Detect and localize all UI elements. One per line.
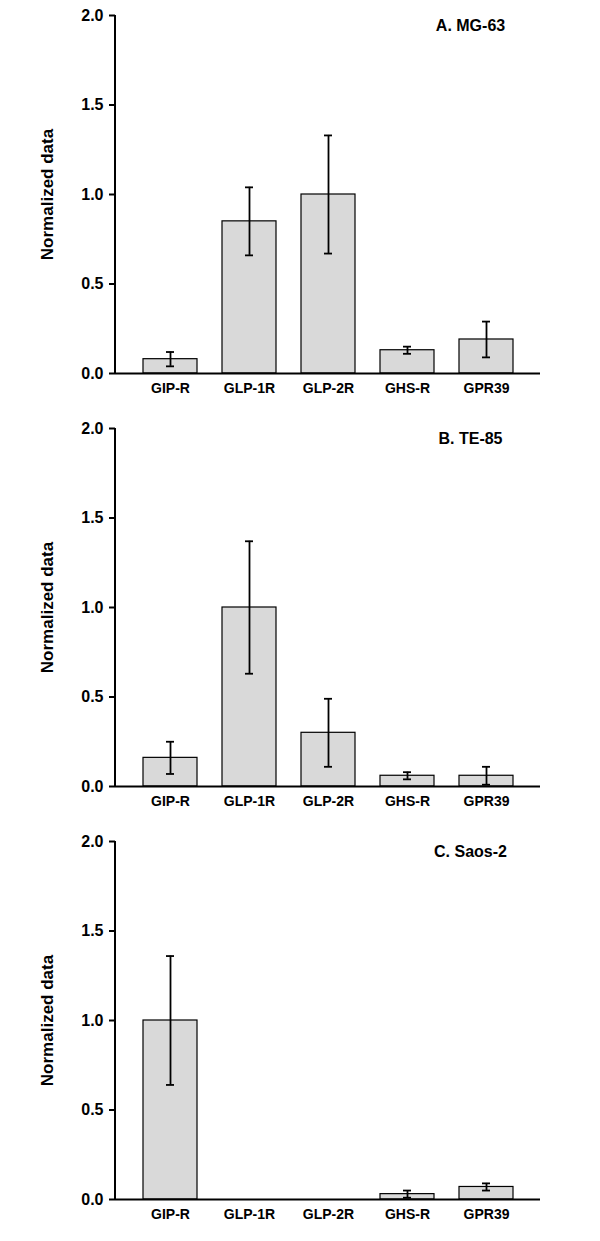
svg-text:1.0: 1.0 (81, 186, 103, 203)
svg-text:1.5: 1.5 (81, 509, 103, 526)
svg-text:0.0: 0.0 (81, 778, 103, 795)
svg-text:0.0: 0.0 (81, 1191, 103, 1208)
svg-text:C. Saos-2: C. Saos-2 (434, 843, 507, 860)
svg-text:1.5: 1.5 (81, 96, 103, 113)
svg-text:2.0: 2.0 (81, 420, 103, 437)
svg-text:GPR39: GPR39 (464, 380, 510, 396)
svg-text:0.0: 0.0 (81, 365, 103, 382)
svg-text:1.0: 1.0 (81, 1012, 103, 1029)
svg-text:GPR39: GPR39 (464, 793, 510, 809)
svg-text:GLP-2R: GLP-2R (303, 380, 354, 396)
svg-text:GHS-R: GHS-R (385, 793, 430, 809)
svg-text:Normalized data: Normalized data (38, 541, 57, 673)
svg-text:0.5: 0.5 (81, 688, 103, 705)
svg-text:GIP-R: GIP-R (151, 793, 190, 809)
svg-text:GHS-R: GHS-R (385, 1206, 430, 1222)
svg-text:1.0: 1.0 (81, 599, 103, 616)
svg-text:GIP-R: GIP-R (151, 380, 190, 396)
svg-text:GLP-2R: GLP-2R (303, 793, 354, 809)
svg-text:0.5: 0.5 (81, 1101, 103, 1118)
svg-text:2.0: 2.0 (81, 7, 103, 24)
svg-text:GLP-1R: GLP-1R (224, 793, 275, 809)
svg-text:GLP-1R: GLP-1R (224, 380, 275, 396)
svg-text:2.0: 2.0 (81, 833, 103, 850)
svg-text:B. TE-85: B. TE-85 (438, 430, 502, 447)
svg-text:GIP-R: GIP-R (151, 1206, 190, 1222)
svg-text:GLP-2R: GLP-2R (303, 1206, 354, 1222)
svg-text:GHS-R: GHS-R (385, 380, 430, 396)
svg-text:Normalized data: Normalized data (38, 128, 57, 260)
svg-text:1.5: 1.5 (81, 922, 103, 939)
svg-text:GLP-1R: GLP-1R (224, 1206, 275, 1222)
svg-text:0.5: 0.5 (81, 275, 103, 292)
svg-text:A. MG-63: A. MG-63 (436, 17, 505, 34)
svg-text:Normalized data: Normalized data (38, 954, 57, 1086)
svg-text:GPR39: GPR39 (464, 1206, 510, 1222)
